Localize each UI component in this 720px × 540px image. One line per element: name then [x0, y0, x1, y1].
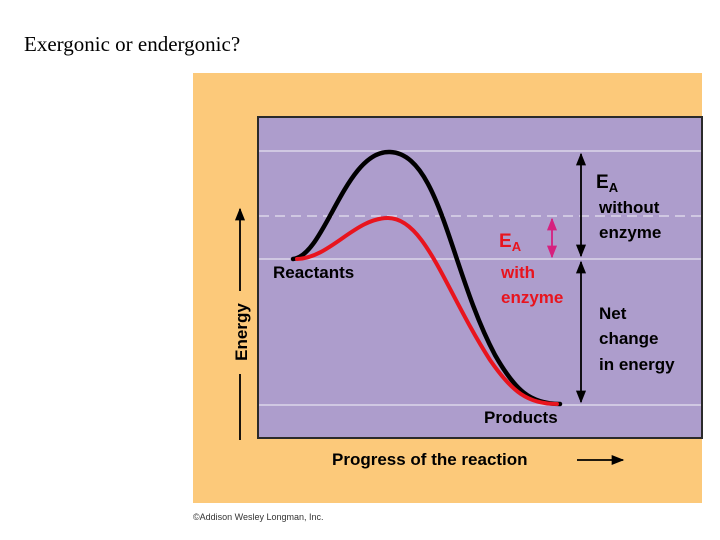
net-change-line3: in energy	[599, 355, 675, 374]
copyright-credit: ©Addison Wesley Longman, Inc.	[193, 512, 324, 522]
ea-without-enzyme-symbol: EA	[596, 172, 619, 195]
reactants-label: Reactants	[273, 263, 354, 282]
slide-title: Exergonic or endergonic?	[24, 32, 241, 56]
ea-with-enzyme-symbol: EA	[499, 231, 522, 254]
curve-with-enzyme	[295, 215, 559, 406]
ea-without-enzyme-line1: without	[598, 198, 660, 217]
net-change-line1: Net	[599, 304, 627, 323]
x-axis-label: Progress of the reaction	[332, 450, 528, 469]
ea-with-enzyme-line2: enzyme	[501, 288, 563, 307]
y-axis-label: Energy	[232, 303, 251, 361]
products-label: Products	[484, 408, 558, 427]
plot-area	[257, 116, 703, 439]
ea-with-enzyme-line1: with	[500, 263, 535, 282]
net-change-line2: change	[599, 329, 659, 348]
ea-without-enzyme-line2: enzyme	[599, 223, 661, 242]
curve-without-enzyme	[290, 149, 563, 407]
